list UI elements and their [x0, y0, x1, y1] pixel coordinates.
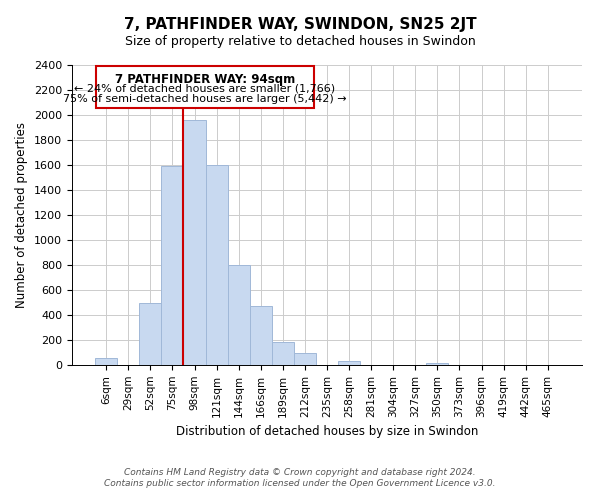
FancyBboxPatch shape [95, 66, 314, 108]
Bar [184, 120, 206, 365]
Bar [427, 363, 448, 365]
Bar [161, 166, 184, 365]
Y-axis label: Number of detached properties: Number of detached properties [16, 122, 28, 308]
Bar [272, 342, 294, 365]
Bar [338, 361, 360, 365]
Text: 75% of semi-detached houses are larger (5,442) →: 75% of semi-detached houses are larger (… [63, 94, 347, 104]
Bar [227, 265, 250, 365]
Bar [206, 165, 227, 365]
Bar [294, 353, 316, 365]
Text: Contains HM Land Registry data © Crown copyright and database right 2024.
Contai: Contains HM Land Registry data © Crown c… [104, 468, 496, 487]
Text: 7, PATHFINDER WAY, SWINDON, SN25 2JT: 7, PATHFINDER WAY, SWINDON, SN25 2JT [124, 18, 476, 32]
X-axis label: Distribution of detached houses by size in Swindon: Distribution of detached houses by size … [176, 425, 478, 438]
Bar [139, 302, 161, 365]
Text: 7 PATHFINDER WAY: 94sqm: 7 PATHFINDER WAY: 94sqm [115, 72, 295, 86]
Text: ← 24% of detached houses are smaller (1,766): ← 24% of detached houses are smaller (1,… [74, 83, 335, 93]
Bar [250, 306, 272, 365]
Text: Size of property relative to detached houses in Swindon: Size of property relative to detached ho… [125, 35, 475, 48]
Bar [95, 358, 117, 365]
